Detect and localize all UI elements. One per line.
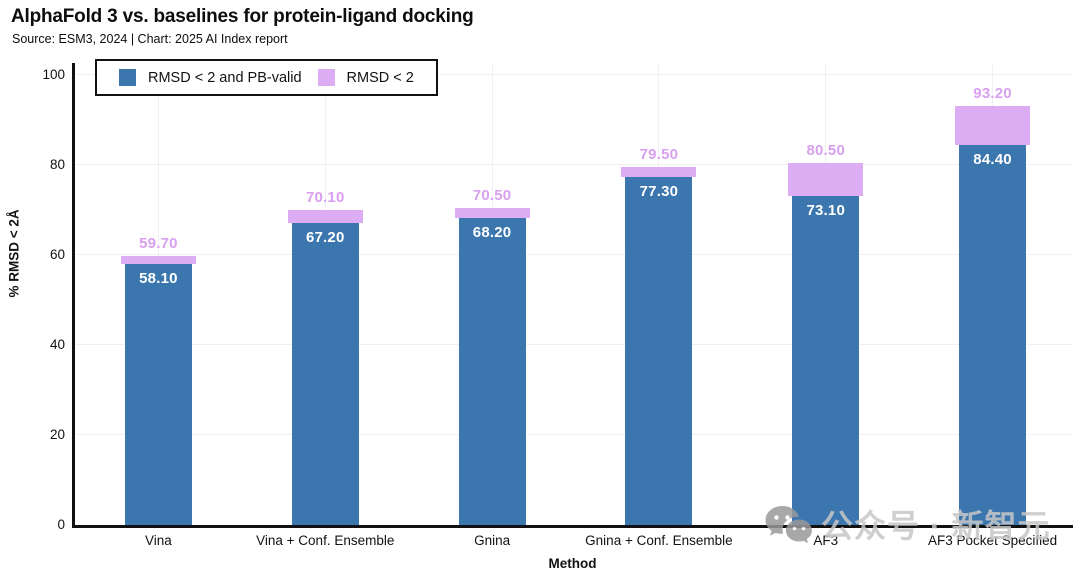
chart-title: AlphaFold 3 vs. baselines for protein-li…: [11, 6, 474, 27]
bar-value-label-total: 80.50: [806, 141, 846, 159]
bar-value-label-total: 79.50: [639, 146, 679, 164]
y-axis-tick-label: 40: [49, 337, 65, 352]
x-axis-tick-label: AF3 Pocket Specified: [928, 533, 1058, 548]
bar-pbvalid-gnina-conf-ensemble: 77.30: [625, 177, 693, 525]
bar-value-label-inside: 67.20: [305, 228, 345, 246]
bar-pbvalid-gnina: 68.20: [458, 218, 526, 525]
y-axis-tick-label: 100: [42, 67, 65, 82]
legend-item: RMSD < 2 and PB-valid: [119, 69, 302, 86]
x-axis-tick-label: Gnina + Conf. Ensemble: [585, 533, 733, 548]
gridline-horizontal: [75, 344, 1073, 345]
bar-value-label-inside: 77.30: [639, 183, 679, 201]
legend-swatch-blue: [119, 69, 136, 86]
bar-value-label-total: 93.20: [973, 84, 1012, 102]
bar-value-label-inside: 68.20: [472, 224, 512, 242]
legend-swatch-purple: [317, 69, 335, 86]
y-axis-tick-label: 20: [49, 427, 65, 442]
bar-rmsd2-af3-pocket-specified: [955, 105, 1031, 146]
gridline-horizontal: [75, 164, 1073, 165]
legend-label: RMSD < 2: [346, 69, 414, 86]
gridline-horizontal: [75, 434, 1073, 435]
x-axis-tick-label: Vina + Conf. Ensemble: [256, 533, 395, 548]
bar-value-label-total: 59.70: [139, 235, 178, 253]
chart-subtitle: Source: ESM3, 2024 | Chart: 2025 AI Inde…: [12, 32, 288, 46]
bar-value-label-inside: 73.10: [806, 202, 846, 220]
x-axis-tick-label: Gnina: [474, 533, 511, 548]
bar-value-label-total: 70.50: [472, 186, 512, 204]
bar-rmsd2-gnina: [454, 207, 530, 219]
bar-rmsd2-vina-conf-ensemble: [287, 209, 363, 223]
bar-pbvalid-vina: 58.10: [124, 263, 192, 525]
y-axis-label: % RMSD < 2Å: [6, 209, 22, 298]
gridline-horizontal: [75, 74, 1073, 75]
bar-rmsd2-gnina-conf-ensemble: [621, 167, 697, 178]
bar-value-label-inside: 84.40: [973, 151, 1012, 169]
bar-rmsd2-af3: [788, 162, 864, 197]
bar-rmsd2-vina: [120, 256, 196, 264]
y-axis-tick-label: 80: [49, 157, 65, 172]
legend-label: RMSD < 2 and PB-valid: [148, 69, 302, 86]
bar-pbvalid-af3: 73.10: [792, 196, 860, 525]
bar-value-label-inside: 58.10: [139, 269, 178, 287]
bar-pbvalid-af3-pocket-specified: 84.40: [959, 145, 1027, 525]
bar-pbvalid-vina-conf-ensemble: 67.20: [291, 222, 359, 525]
legend: RMSD < 2 and PB-valid RMSD < 2: [95, 59, 438, 96]
x-axis-label: Method: [548, 556, 597, 571]
legend-item: RMSD < 2: [317, 69, 414, 86]
y-axis-tick-label: 0: [57, 517, 65, 532]
x-axis-tick-label: Vina: [145, 533, 172, 548]
x-axis-tick-label: AF3: [813, 533, 839, 548]
plot-area: 0 20 40 60 80 100 58.10 59.70 Vina 67.20 70.10 Vina…: [42, 63, 1073, 548]
bar-value-label-total: 70.10: [305, 188, 345, 206]
gridline-horizontal: [75, 254, 1073, 255]
y-axis-tick-label: 60: [49, 247, 65, 262]
